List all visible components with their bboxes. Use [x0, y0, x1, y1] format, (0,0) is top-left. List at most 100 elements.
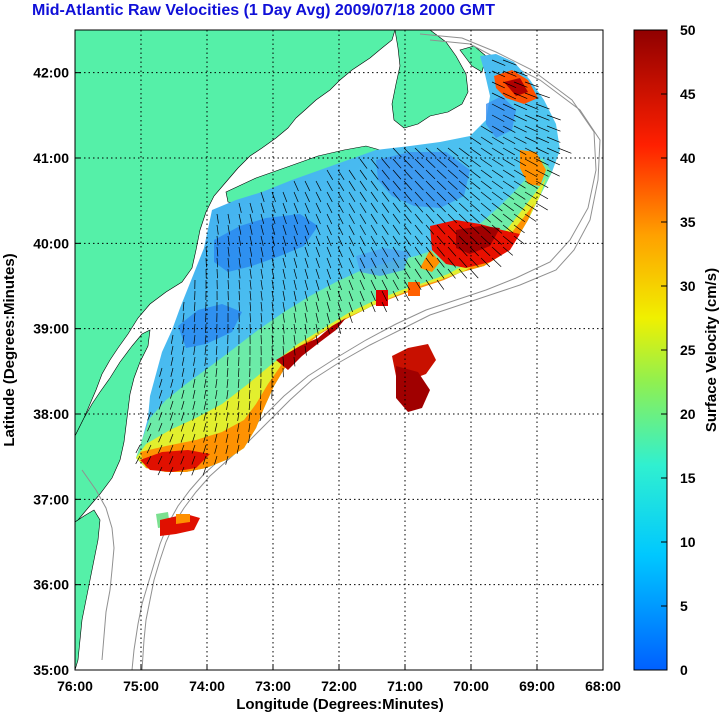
velocity-arrow	[381, 279, 388, 291]
velocity-arrow	[348, 268, 354, 280]
velocity-arrow	[392, 202, 401, 213]
velocity-arrow	[502, 103, 516, 111]
velocity-arrow	[215, 356, 218, 366]
velocity-arrow	[447, 246, 457, 257]
velocity-arrow	[513, 213, 526, 223]
velocity-arrow	[359, 202, 367, 213]
velocity-arrow	[392, 290, 399, 302]
velocity-arrow	[249, 246, 253, 257]
velocity-arrow	[359, 279, 365, 291]
velocity-arrow	[502, 81, 517, 88]
velocity-arrow	[414, 279, 422, 290]
velocity-arrow	[282, 301, 285, 312]
colorbar-tick-label: 35	[680, 214, 696, 230]
velocity-arrow	[491, 191, 503, 201]
velocity-arrow	[348, 279, 354, 291]
velocity-arrow	[469, 136, 482, 145]
velocity-arrow	[425, 191, 435, 202]
velocity-arrow	[293, 279, 297, 290]
velocity-arrow	[436, 268, 445, 279]
velocity-arrow	[249, 235, 253, 246]
velocity-arrow	[447, 158, 459, 168]
velocity-arrow	[215, 378, 218, 388]
colorbar-ticks: 0 5 10 15 20 25 30 35 40 45 50	[661, 22, 696, 678]
colorbar-tick-label: 5	[680, 598, 688, 614]
velocity-arrow	[135, 455, 141, 465]
velocity-arrow	[425, 246, 434, 257]
velocity-arrow	[249, 378, 251, 389]
velocity-arrow	[447, 169, 458, 179]
velocity-arrow	[370, 180, 379, 191]
velocity-arrow	[214, 411, 218, 421]
x-tick-label: 68:00	[585, 678, 621, 694]
velocity-arrow	[491, 147, 504, 156]
velocity-arrow	[203, 444, 207, 454]
velocity-arrow	[193, 323, 196, 333]
x-tick-label: 73:00	[255, 678, 291, 694]
velocity-arrow	[260, 246, 264, 257]
velocity-arrow	[170, 356, 174, 366]
velocity-arrow	[293, 323, 296, 334]
velocity-arrow	[425, 268, 434, 279]
velocity-arrow	[238, 279, 241, 290]
velocity-arrow	[192, 378, 196, 388]
velocity-arrow	[403, 290, 410, 302]
velocity-arrow	[315, 279, 320, 291]
velocity-arrow	[180, 433, 185, 443]
velocity-arrow	[214, 400, 218, 410]
velocity-arrow	[502, 92, 517, 100]
y-tick-label: 37:00	[33, 491, 69, 507]
velocity-arrow	[260, 235, 264, 246]
velocity-arrow	[337, 279, 343, 291]
colorbar-tick-label: 50	[680, 22, 696, 38]
y-tick-label: 41:00	[33, 150, 69, 166]
velocity-arrow	[414, 246, 423, 257]
velocity-arrow	[226, 367, 229, 377]
velocity-arrow	[304, 213, 310, 225]
velocity-arrow	[403, 268, 411, 279]
velocity-arrow	[403, 202, 412, 213]
velocity-arrow	[502, 136, 516, 145]
velocity-arrow	[180, 455, 185, 465]
velocity-arrow	[182, 334, 185, 344]
velocity-arrow	[315, 202, 322, 214]
velocity-arrow	[304, 290, 308, 301]
velocity-arrow	[182, 312, 185, 322]
velocity-arrow	[546, 158, 561, 166]
velocity-arrow	[491, 213, 503, 223]
velocity-arrow	[480, 235, 491, 245]
velocity-arrow	[381, 202, 390, 213]
velocity-arrow	[513, 70, 528, 77]
velocity-arrow	[502, 180, 515, 189]
velocity-arrow	[227, 246, 230, 257]
velocity-arrow	[204, 356, 207, 366]
velocity-arrow	[491, 257, 502, 267]
velocity-arrow	[480, 180, 492, 190]
velocity-arrow	[282, 246, 287, 257]
velocity-arrow	[425, 147, 436, 157]
velocity-arrow	[359, 191, 367, 202]
velocity-arrow	[293, 191, 299, 203]
velocity-arrow	[491, 125, 505, 134]
velocity-arrow	[238, 257, 241, 268]
velocity-arrow	[227, 345, 229, 356]
velocity-arrow	[436, 147, 448, 157]
velocity-arrow	[403, 246, 411, 257]
velocity-arrow	[458, 147, 470, 157]
velocity-arrow	[447, 180, 458, 190]
y-axis-ticks: 35:00 36:00 37:00 38:00 39:00 40:00 41:00 42:00	[33, 65, 81, 678]
velocity-arrow	[535, 125, 550, 132]
velocity-arrow	[502, 246, 514, 256]
colorbar-tick-label: 40	[680, 150, 696, 166]
velocity-arrow	[225, 433, 229, 443]
velocity-arrow	[370, 268, 377, 280]
velocity-arrow	[436, 213, 446, 224]
velocity-arrow	[513, 125, 527, 133]
velocity-arrow	[293, 290, 297, 301]
velocity-arrow	[249, 301, 252, 312]
velocity-arrow	[502, 169, 515, 178]
velocity-arrow	[535, 136, 550, 144]
velocity-arrow	[315, 323, 319, 334]
velocity-arrow	[546, 114, 561, 121]
velocity-arrow	[192, 389, 196, 399]
